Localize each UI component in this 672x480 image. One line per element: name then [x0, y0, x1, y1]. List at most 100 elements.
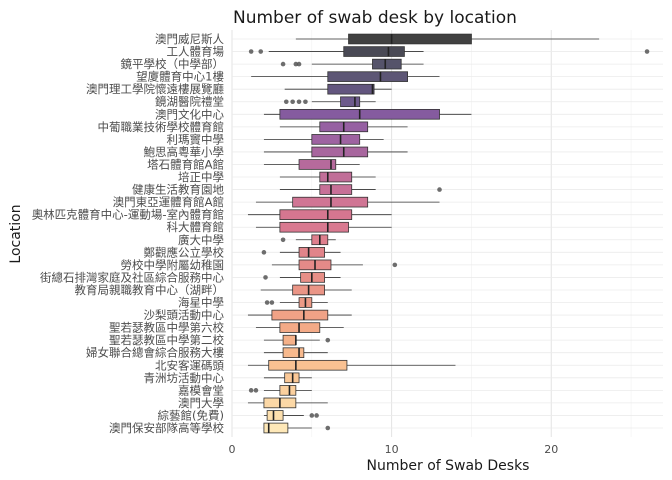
outlier-point [303, 99, 308, 105]
box [343, 46, 405, 57]
box-2 [280, 58, 424, 70]
outlier-point [248, 388, 254, 393]
box [279, 209, 353, 220]
y-tick-label: 澳門保安部隊高等學校 [109, 421, 224, 435]
outlier-point [264, 300, 270, 305]
box-1 [248, 46, 650, 57]
y-tick-label: 青洲坊活動中心 [144, 371, 225, 385]
box-5 [283, 96, 376, 108]
y-tick-label: 聖若瑟教區中學第二校 [109, 333, 224, 347]
box [372, 58, 402, 70]
outlier-point [392, 262, 398, 268]
box-24 [263, 334, 331, 346]
box [348, 33, 472, 45]
chart-title: Number of swab desk by location [233, 8, 517, 28]
y-tick-label: 北安客運碼頭 [155, 358, 224, 372]
box [298, 159, 337, 170]
box [282, 334, 297, 346]
y-tick-labels: 澳門威尼斯人工人體育場鏡平學校（中學部）望廈體育中心1樓澳門理工學院懷遠樓展覽廳… [32, 32, 225, 435]
box-13 [255, 196, 440, 208]
box-21 [264, 297, 328, 308]
y-tick-label: 海星中學 [178, 296, 224, 310]
box-18 [271, 259, 398, 271]
y-tick-label: 教育局親職教育中心（湖畔） [75, 283, 225, 297]
y-axis-title: Location [8, 204, 24, 263]
outlier-point [296, 99, 302, 105]
box-8 [263, 134, 384, 145]
y-tick-label: 澳門威尼斯人 [155, 32, 224, 46]
box-26 [247, 359, 456, 371]
x-tick-labels: 0 10 20 [229, 443, 559, 456]
x-axis-title: Number of Swab Desks [367, 458, 530, 474]
box [271, 309, 329, 321]
box-22 [247, 309, 352, 321]
outlier-point [325, 425, 331, 431]
outlier-point [258, 49, 264, 54]
box [279, 221, 349, 233]
box-19 [263, 272, 341, 283]
box-25 [263, 347, 328, 359]
box-4 [284, 83, 392, 95]
y-tick-label: 科大體育館 [167, 220, 225, 234]
box-17 [261, 247, 341, 258]
y-tick-label: 培正中學 [178, 170, 224, 184]
box-28 [248, 385, 312, 396]
box [311, 134, 361, 145]
box [340, 96, 361, 108]
box-11 [279, 171, 376, 183]
y-tick-label: 健康生活教育園地 [132, 183, 224, 197]
box [319, 171, 353, 183]
box [266, 410, 284, 421]
y-tick-label: 街總石排灣家庭及社區綜合服務中心 [40, 270, 224, 284]
y-tick-label: 澳門理工學院懷遠樓展覽廳 [86, 82, 224, 96]
box-29 [247, 397, 328, 409]
outlier-point [280, 237, 286, 243]
y-tick-label: 綜藝館(免費) [158, 408, 224, 422]
box-15 [255, 221, 392, 233]
y-tick-label: 澳門大學 [178, 396, 224, 410]
outlier-point [437, 187, 442, 192]
box [263, 422, 289, 434]
y-tick-label: 澳門文化中心 [155, 107, 224, 121]
box-23 [255, 322, 344, 333]
box [311, 146, 369, 158]
y-tick-label: 望廈體育中心1樓 [136, 70, 224, 84]
outlier-point [248, 49, 254, 54]
y-tick-label: 利瑪竇中學 [167, 132, 225, 146]
box-20 [260, 284, 352, 296]
boxes [247, 33, 650, 434]
box [279, 385, 297, 396]
y-tick-label: 工人體育場 [167, 45, 225, 59]
box-27 [263, 372, 312, 384]
outlier-point [293, 61, 299, 67]
y-tick-label: 澳門東亞運體育館A館 [113, 195, 224, 209]
y-tick-label: 嘉模會堂 [178, 383, 224, 397]
y-tick-label: 鏡平學校（中學部） [121, 57, 225, 71]
y-tick-label: 婦女聯合總會綜合服務大樓 [86, 346, 224, 360]
box-9 [263, 146, 408, 158]
y-tick-label: 勞校中學附屬幼稚園 [121, 258, 225, 272]
y-tick-label: 鮑思高粵華小學 [144, 145, 225, 159]
box-30 [263, 410, 319, 421]
box [327, 71, 408, 82]
outlier-point [644, 49, 650, 54]
outlier-point [280, 61, 286, 67]
x-tick-label: 0 [229, 443, 236, 456]
box-12 [279, 184, 442, 195]
box-14 [247, 209, 392, 220]
y-tick-label: 中葡職業技術學校體育館 [98, 120, 225, 134]
outlier-point [296, 61, 302, 67]
outlier-point [261, 250, 267, 255]
y-tick-label: 塔石體育館A館 [147, 157, 224, 171]
box [268, 359, 348, 371]
box-0 [295, 33, 600, 45]
y-tick-label: 鏡湖醫院禮堂 [155, 95, 224, 109]
outlier-point [314, 413, 319, 418]
outlier-point [290, 99, 295, 105]
outlier-point [253, 388, 259, 393]
box-7 [279, 121, 408, 133]
y-tick-label: 沙梨頭活動中心 [144, 308, 225, 322]
x-tick-label: 10 [385, 443, 399, 456]
box-6 [263, 108, 472, 120]
